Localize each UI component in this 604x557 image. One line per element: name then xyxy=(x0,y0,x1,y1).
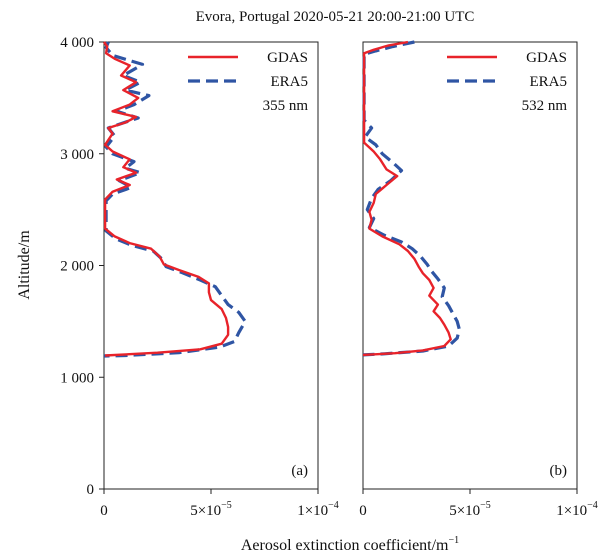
x-tick-label-exponent: −5 xyxy=(221,500,232,511)
chart-title: Evora, Portugal 2020-05-21 20:00-21:00 U… xyxy=(196,9,475,25)
legend-label-era5: ERA5 xyxy=(530,74,568,90)
x-tick-label: 0 xyxy=(100,503,108,519)
y-tick-label: 0 xyxy=(87,482,95,498)
x-tick-label-base: 1×10 xyxy=(297,503,328,519)
x-axis-label-exponent: −1 xyxy=(449,535,460,546)
x-axis-label-text: Aerosol extinction coefficient/m xyxy=(241,537,449,554)
x-axis-label: Aerosol extinction coefficient/m−1 xyxy=(241,535,459,554)
x-tick-label: 1×10−4 xyxy=(297,500,339,519)
x-tick-label-exponent: −5 xyxy=(480,500,491,511)
panel-b: 0 5×10−5 1×10−4 GDAS ERA5 532 nm (b) xyxy=(359,40,598,519)
x-tick-label-base: 5×10 xyxy=(190,503,221,519)
legend-label-era5: ERA5 xyxy=(271,74,309,90)
series-line-era5 xyxy=(362,40,461,357)
series-line-gdas xyxy=(103,41,230,357)
panel-tag: (a) xyxy=(291,463,308,479)
y-tick-label: 1 000 xyxy=(60,370,94,386)
x-tick-label-base: 0 xyxy=(359,503,367,519)
y-tick-label: 2 000 xyxy=(60,259,94,275)
y-axis-label: Altitude/m xyxy=(16,230,33,300)
y-tick-label: 3 000 xyxy=(60,147,94,163)
panel-a: 0 5×10−5 1×10−4 0 1 000 2 000 3 000 4 000 GDAS ER… xyxy=(60,35,339,519)
series-line-era5 xyxy=(103,41,247,358)
x-tick-label-base: 5×10 xyxy=(449,503,480,519)
wavelength-label: 532 nm xyxy=(522,98,568,114)
x-tick-label-exponent: −4 xyxy=(328,500,339,511)
y-tick-label: 4 000 xyxy=(60,35,94,51)
x-tick-label: 0 xyxy=(359,503,367,519)
x-tick-label: 1×10−4 xyxy=(556,500,598,519)
x-tick-label-exponent: −4 xyxy=(587,500,598,511)
legend-label-gdas: GDAS xyxy=(526,50,567,66)
series-line-gdas xyxy=(362,40,452,357)
wavelength-label: 355 nm xyxy=(263,98,309,114)
x-tick-label: 5×10−5 xyxy=(449,500,491,519)
x-tick-label: 5×10−5 xyxy=(190,500,232,519)
x-tick-label-base: 1×10 xyxy=(556,503,587,519)
panel-tag: (b) xyxy=(550,463,568,479)
legend-label-gdas: GDAS xyxy=(267,50,308,66)
x-tick-label-base: 0 xyxy=(100,503,108,519)
